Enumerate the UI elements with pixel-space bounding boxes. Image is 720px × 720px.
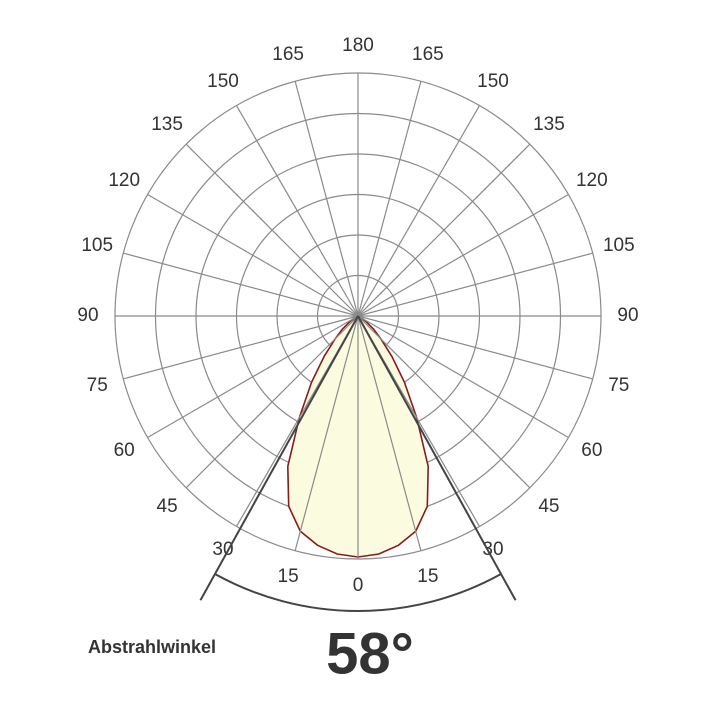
grid-spoke: [185, 315, 359, 489]
angle-tick-label: 60: [114, 440, 135, 461]
angle-tick-label: 120: [108, 170, 140, 191]
grid-spoke: [357, 143, 531, 317]
angle-tick-label: 120: [576, 170, 608, 191]
grid-spoke: [294, 81, 359, 317]
grid-spoke: [147, 193, 359, 317]
beam-label: Abstrahlwinkel: [88, 637, 216, 657]
angle-tick-label: 15: [417, 566, 438, 587]
grid-spoke: [357, 315, 422, 551]
angle-tick-label: 45: [538, 496, 559, 517]
grid-spoke: [357, 315, 569, 439]
angle-tick-label: 180: [342, 35, 374, 56]
grid-spoke: [357, 315, 593, 380]
grid-spoke: [357, 252, 593, 317]
angle-tick-label: 105: [603, 235, 635, 256]
angle-tick-label: 150: [477, 71, 509, 92]
angle-tick-label: 150: [207, 71, 239, 92]
beam-arc: [214, 573, 502, 612]
angle-tick-label: 165: [412, 44, 444, 65]
angle-tick-label: 15: [278, 566, 299, 587]
angle-tick-label: 30: [212, 539, 233, 560]
grid-spoke: [147, 315, 359, 439]
grid-spoke: [357, 193, 569, 317]
angle-tick-label: 0: [353, 575, 364, 596]
angle-tick-label: 45: [157, 496, 178, 517]
grid-spoke: [123, 252, 359, 317]
angle-tick-label: 60: [581, 440, 602, 461]
beam-line: [199, 315, 359, 601]
angle-tick-label: 165: [272, 44, 304, 65]
angle-tick-label: 105: [81, 235, 113, 256]
grid-spoke: [357, 105, 481, 317]
grid-spoke: [357, 81, 422, 317]
angle-tick-label: 135: [533, 114, 565, 135]
grid-spoke: [185, 143, 359, 317]
angle-tick-label: 135: [151, 114, 183, 135]
grid-spoke: [294, 315, 359, 551]
angle-tick-label: 90: [77, 305, 98, 326]
grid-spoke: [357, 315, 531, 489]
grid-spoke: [235, 105, 359, 317]
angle-tick-label: 30: [482, 539, 503, 560]
angle-tick-label: 75: [87, 375, 108, 396]
grid-spoke: [123, 315, 359, 380]
angle-tick-label: 75: [608, 375, 629, 396]
beam-line: [357, 315, 517, 601]
angle-tick-label: 90: [617, 305, 638, 326]
beam-angle: 58°: [326, 621, 414, 686]
